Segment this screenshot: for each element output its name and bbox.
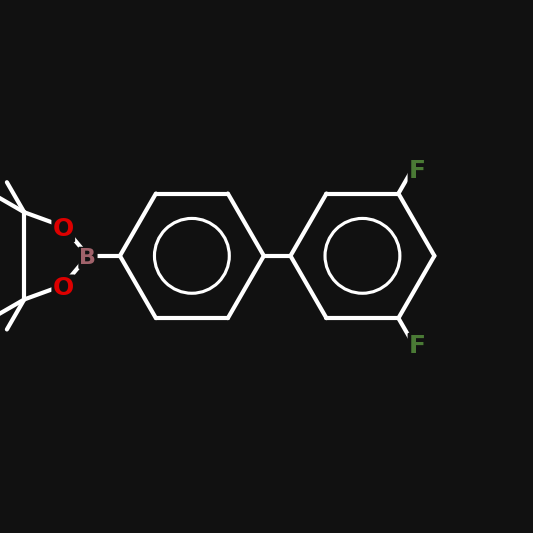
Text: B: B	[79, 248, 96, 268]
Text: F: F	[409, 334, 426, 358]
Text: O: O	[53, 276, 74, 300]
Text: F: F	[409, 159, 426, 183]
Text: O: O	[53, 217, 74, 241]
